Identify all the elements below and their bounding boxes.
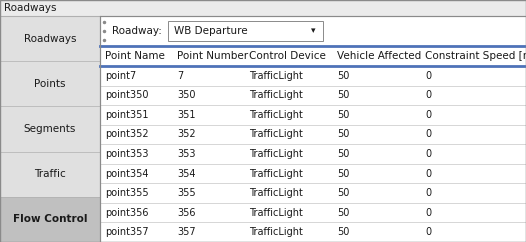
Text: Constraint Speed [mph]: Constraint Speed [mph] bbox=[425, 51, 526, 61]
Bar bbox=[168, 21, 323, 41]
Text: point353: point353 bbox=[105, 149, 148, 159]
Text: Points: Points bbox=[34, 79, 66, 89]
Text: 50: 50 bbox=[337, 227, 349, 237]
Text: Traffic: Traffic bbox=[34, 169, 66, 179]
Text: TrafficLight: TrafficLight bbox=[249, 129, 303, 139]
Text: Roadway:: Roadway: bbox=[112, 26, 162, 36]
Text: 353: 353 bbox=[177, 149, 196, 159]
Bar bbox=[100, 16, 526, 242]
Text: point357: point357 bbox=[105, 227, 149, 237]
Text: 50: 50 bbox=[337, 129, 349, 139]
Text: TrafficLight: TrafficLight bbox=[249, 169, 303, 179]
Bar bbox=[0, 0, 526, 16]
Text: TrafficLight: TrafficLight bbox=[249, 149, 303, 159]
Text: 0: 0 bbox=[425, 71, 431, 81]
Text: 50: 50 bbox=[337, 71, 349, 81]
Bar bbox=[0, 61, 100, 106]
Text: 350: 350 bbox=[177, 90, 196, 100]
Text: 50: 50 bbox=[337, 90, 349, 100]
Text: 0: 0 bbox=[425, 188, 431, 198]
Text: 0: 0 bbox=[425, 129, 431, 139]
Text: 0: 0 bbox=[425, 149, 431, 159]
Text: 50: 50 bbox=[337, 188, 349, 198]
Text: point354: point354 bbox=[105, 169, 148, 179]
Text: TrafficLight: TrafficLight bbox=[249, 110, 303, 120]
Text: 357: 357 bbox=[177, 227, 196, 237]
Text: WB Departure: WB Departure bbox=[174, 26, 248, 36]
Text: 50: 50 bbox=[337, 169, 349, 179]
Bar bbox=[0, 151, 100, 197]
Text: TrafficLight: TrafficLight bbox=[249, 71, 303, 81]
Bar bbox=[0, 197, 100, 242]
Text: Flow Control: Flow Control bbox=[13, 214, 87, 224]
Bar bbox=[0, 106, 100, 151]
Text: ▾: ▾ bbox=[311, 27, 316, 36]
Text: 354: 354 bbox=[177, 169, 196, 179]
Text: 0: 0 bbox=[425, 110, 431, 120]
Text: 0: 0 bbox=[425, 169, 431, 179]
Text: point356: point356 bbox=[105, 208, 148, 218]
Text: 356: 356 bbox=[177, 208, 196, 218]
Text: point355: point355 bbox=[105, 188, 149, 198]
Text: 50: 50 bbox=[337, 110, 349, 120]
Text: TrafficLight: TrafficLight bbox=[249, 227, 303, 237]
Text: 0: 0 bbox=[425, 90, 431, 100]
Text: 355: 355 bbox=[177, 188, 196, 198]
Bar bbox=[0, 16, 100, 61]
Text: 50: 50 bbox=[337, 149, 349, 159]
Text: Control Device: Control Device bbox=[249, 51, 326, 61]
Text: 0: 0 bbox=[425, 227, 431, 237]
Text: point351: point351 bbox=[105, 110, 148, 120]
Text: TrafficLight: TrafficLight bbox=[249, 188, 303, 198]
Text: 0: 0 bbox=[425, 208, 431, 218]
Text: Vehicle Affected: Vehicle Affected bbox=[337, 51, 421, 61]
Text: Roadways: Roadways bbox=[24, 34, 76, 44]
Text: Roadways: Roadways bbox=[4, 3, 56, 13]
Text: Point Name: Point Name bbox=[105, 51, 165, 61]
Text: TrafficLight: TrafficLight bbox=[249, 90, 303, 100]
Text: point352: point352 bbox=[105, 129, 149, 139]
Text: Segments: Segments bbox=[24, 124, 76, 134]
Text: point350: point350 bbox=[105, 90, 148, 100]
Text: TrafficLight: TrafficLight bbox=[249, 208, 303, 218]
Text: Point Number: Point Number bbox=[177, 51, 248, 61]
Bar bbox=[100, 16, 526, 242]
Text: point7: point7 bbox=[105, 71, 136, 81]
Text: 351: 351 bbox=[177, 110, 196, 120]
Text: 7: 7 bbox=[177, 71, 183, 81]
Text: 352: 352 bbox=[177, 129, 196, 139]
Text: 50: 50 bbox=[337, 208, 349, 218]
